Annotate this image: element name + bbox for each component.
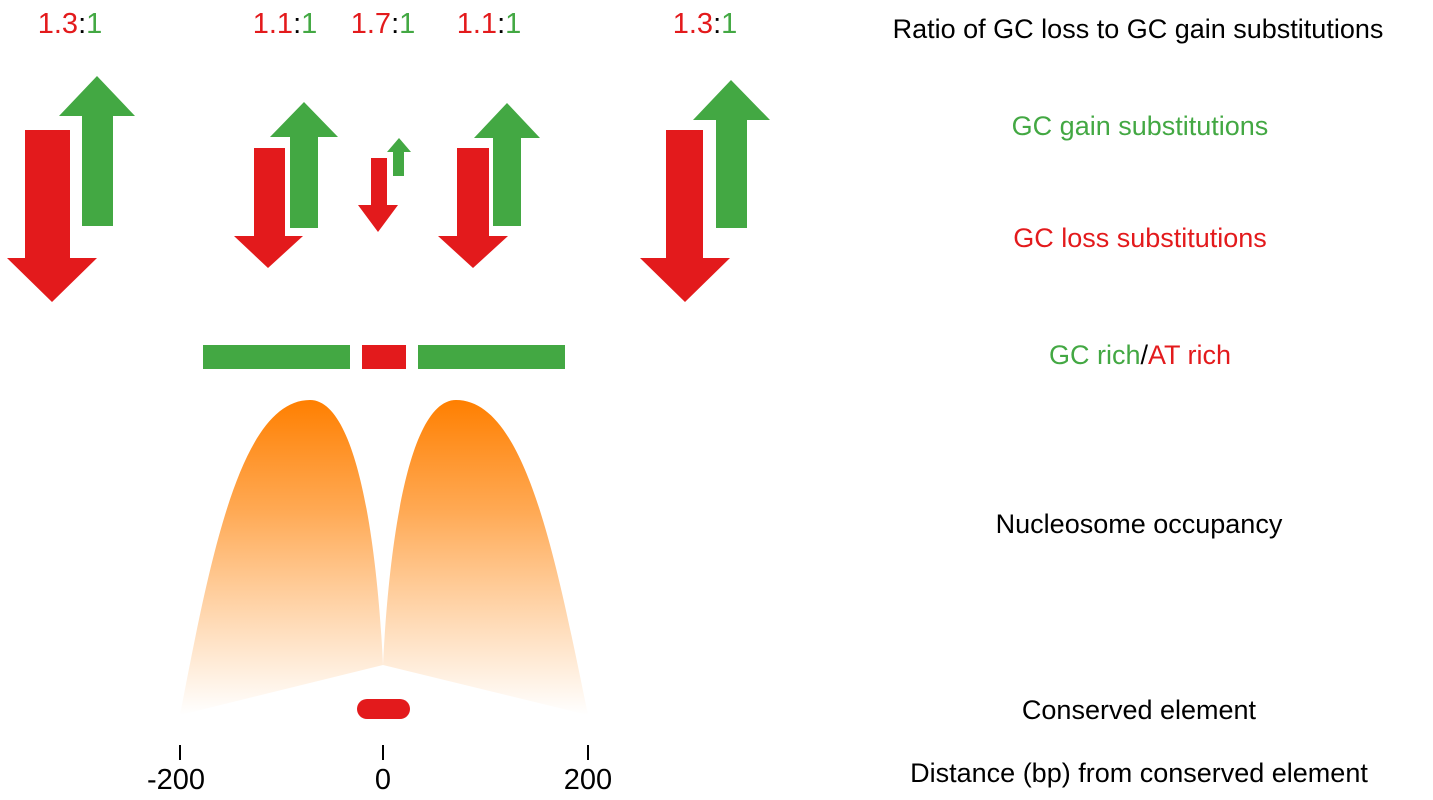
- ratio-2-gain: 1: [301, 8, 317, 40]
- at-rich-label: AT rich: [1148, 340, 1231, 370]
- ratio-1-loss: 1.3: [38, 8, 78, 40]
- ratio-1: 1.3:1: [38, 8, 103, 40]
- ratio-5-sep: :: [713, 8, 721, 40]
- axis-label-200: 200: [564, 764, 612, 796]
- ratio-legend-label: Ratio of GC loss to GC gain substitution…: [893, 14, 1384, 44]
- up-arrow-icon: [474, 103, 540, 226]
- ratio-5-loss: 1.3: [673, 8, 713, 40]
- gain-legend-label: GC gain substitutions: [1012, 111, 1269, 141]
- ratio-5-gain: 1: [721, 8, 737, 40]
- ratio-3-gain: 1: [399, 8, 415, 40]
- composition-bars: [203, 345, 565, 369]
- gc-rich-label: GC rich: [1049, 340, 1141, 370]
- nucleosome-peak-right: [383, 400, 588, 715]
- ratio-2: 1.1:1: [253, 8, 318, 40]
- slash-label: /: [1140, 340, 1148, 370]
- composition-legend-label: GC rich/AT rich: [1049, 340, 1231, 370]
- ratio-1-sep: :: [78, 8, 86, 40]
- gc-rich-bar-right: [418, 345, 565, 369]
- ratio-3-loss: 1.7: [351, 8, 391, 40]
- ratio-5: 1.3:1: [673, 8, 738, 40]
- up-arrow-icon: [387, 138, 411, 176]
- conserved-element-marker: [357, 699, 410, 719]
- nucleosome-legend-label: Nucleosome occupancy: [996, 509, 1283, 539]
- ratio-4-gain: 1: [505, 8, 521, 40]
- down-arrow-icon: [234, 148, 303, 268]
- loss-legend-label: GC loss substitutions: [1013, 223, 1267, 253]
- legend: Ratio of GC loss to GC gain substitution…: [893, 14, 1384, 788]
- at-rich-bar-center: [362, 345, 406, 369]
- ratio-4-loss: 1.1: [457, 8, 497, 40]
- down-arrow-icon: [7, 130, 97, 302]
- ratio-2-loss: 1.1: [253, 8, 293, 40]
- distance-legend-label: Distance (bp) from conserved element: [910, 758, 1368, 788]
- down-arrow-icon: [358, 158, 398, 232]
- ratio-row: 1.3:1 1.1:1 1.7:1 1.1:1 1.3:1: [38, 8, 738, 40]
- ratio-4-sep: :: [497, 8, 505, 40]
- ratio-3-sep: :: [391, 8, 399, 40]
- up-arrow-icon: [693, 80, 770, 228]
- ratio-2-sep: :: [293, 8, 301, 40]
- nucleosome-occupancy-plot: [180, 400, 588, 715]
- distance-axis: [179, 745, 589, 760]
- gc-rich-bar-left: [203, 345, 350, 369]
- up-arrow-icon: [59, 76, 135, 226]
- down-arrow-icon: [640, 130, 730, 302]
- substitution-arrows: [7, 76, 770, 302]
- ratio-4: 1.1:1: [457, 8, 522, 40]
- conserved-legend-label: Conserved element: [1022, 695, 1257, 725]
- nucleosome-peak-left: [180, 400, 383, 715]
- up-arrow-icon: [270, 102, 338, 228]
- down-arrow-icon: [438, 148, 508, 268]
- axis-label-0: 0: [375, 764, 391, 796]
- axis-label-neg200: -200: [147, 764, 205, 796]
- ratio-3: 1.7:1: [351, 8, 416, 40]
- ratio-1-gain: 1: [86, 8, 102, 40]
